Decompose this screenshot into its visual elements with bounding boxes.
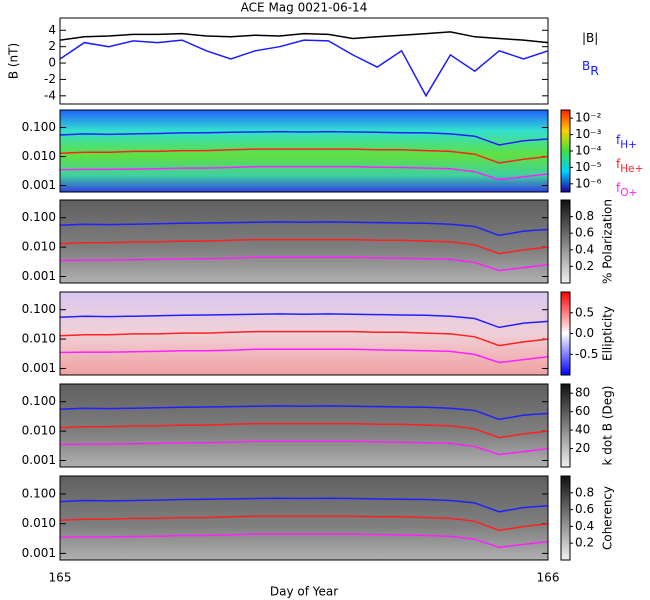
y-tick-label: 2 <box>48 39 56 53</box>
y-tick-label: -4 <box>44 88 56 102</box>
series-line <box>59 422 549 439</box>
y-tick-label: 0.010 <box>22 332 56 346</box>
y-tick-label: 0.100 <box>22 120 56 134</box>
colorbar-tick-label: 10⁻⁶ <box>575 176 602 190</box>
colorbar-tick-label: 0.4 <box>575 519 594 533</box>
colorbar-tick-label: 0.0 <box>575 326 594 340</box>
plot-frame <box>59 199 549 284</box>
y-tick-label: 0.001 <box>22 361 56 375</box>
colorbar-label: % Polarization <box>601 199 615 284</box>
colorbar <box>560 291 571 376</box>
series-line <box>59 31 549 44</box>
y-tick-label: 0.100 <box>22 394 56 408</box>
series-line <box>59 440 549 456</box>
series-line <box>59 330 549 347</box>
plot-frame <box>59 475 549 561</box>
legend-entry: fH+ <box>616 133 637 152</box>
colorbar-tick-label: 10⁻³ <box>575 127 602 141</box>
series-line <box>59 515 549 532</box>
y-tick-label: 0.010 <box>22 149 56 163</box>
plot-frame <box>59 17 549 105</box>
colorbar-label: Coherency <box>601 486 615 550</box>
series-line <box>59 148 549 164</box>
colorbar-label: Ellipticity <box>601 306 615 361</box>
colorbar-tick-label: 80 <box>575 386 590 400</box>
legend-entry: fO+ <box>616 181 637 200</box>
y-tick-label: 0.001 <box>22 269 56 283</box>
series-line <box>59 130 549 146</box>
colorbar-tick-label: 0.8 <box>575 209 594 223</box>
y-tick-label: 0.010 <box>22 424 56 438</box>
colorbar <box>560 199 571 284</box>
colorbar-tick-label: 10⁻⁵ <box>575 160 602 174</box>
colorbar-label: k dot B (Deg) <box>601 386 615 466</box>
colorbar-tick-label: 0.8 <box>575 485 594 499</box>
colorbar-tick-label: 20 <box>575 441 590 455</box>
y-tick-label: -2 <box>44 72 56 86</box>
series-line <box>59 533 549 549</box>
colorbar-tick-label: 60 <box>575 404 590 418</box>
series-line <box>59 165 549 181</box>
y-tick-label: 0.100 <box>22 302 56 316</box>
colorbar <box>560 383 571 468</box>
y-tick-label: 0.001 <box>22 546 56 560</box>
y-tick-label: 4 <box>48 23 56 37</box>
y-tick-label: 0.010 <box>22 516 56 530</box>
colorbar-tick-label: 10⁻⁴ <box>575 144 602 158</box>
series-line <box>59 221 549 237</box>
colorbar-tick-label: 0.5 <box>575 305 594 319</box>
legend-entry: BR <box>582 59 599 78</box>
series-line <box>59 405 549 421</box>
plot-frame <box>59 383 549 468</box>
series-line <box>59 238 549 255</box>
series-line <box>59 313 549 329</box>
legend-entry: fHe+ <box>616 157 643 176</box>
legend-entry: |B| <box>582 31 598 45</box>
colorbar-tick-label: 0.4 <box>575 242 594 256</box>
x-tick-label: 165 <box>49 571 72 585</box>
series-line <box>59 39 549 98</box>
series-line <box>59 497 549 513</box>
colorbar-tick-label: 0.6 <box>575 502 594 516</box>
plot-frame <box>59 291 549 376</box>
series-line <box>59 256 549 272</box>
colorbar-tick-label: 0.6 <box>575 226 594 240</box>
colorbar-tick-label: 10⁻² <box>575 111 602 125</box>
chart-title: ACE Mag 0021-06-14 <box>241 1 368 15</box>
colorbar <box>560 475 571 561</box>
colorbar-tick-label: -0.5 <box>575 347 598 361</box>
x-tick-label: 166 <box>537 571 560 585</box>
y-tick-label: 0.010 <box>22 240 56 254</box>
y-tick-label: 0.100 <box>22 210 56 224</box>
y-tick-label: 0 <box>48 56 56 70</box>
y-tick-label: 0.001 <box>22 453 56 467</box>
colorbar <box>560 109 571 193</box>
colorbar-tick-label: 0.2 <box>575 259 594 273</box>
y-tick-label: 0.001 <box>22 178 56 192</box>
colorbar-tick-label: 0.2 <box>575 536 594 550</box>
plot-frame <box>59 109 549 193</box>
series-line <box>59 348 549 364</box>
colorbar-tick-label: 40 <box>575 423 590 437</box>
x-axis-label: Day of Year <box>270 585 338 599</box>
y-tick-label: 0.100 <box>22 486 56 500</box>
y-axis-label: B (nT) <box>7 43 21 79</box>
